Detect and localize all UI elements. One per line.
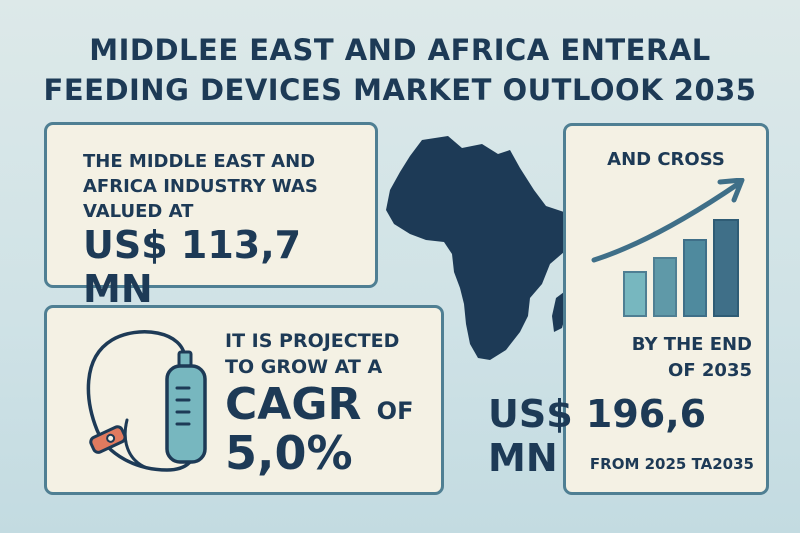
cagr-line-2: TO GROW AT A [225,356,383,378]
period-range: FROM 2025 TA2035 [589,455,754,473]
cagr-of: OF [376,397,414,425]
cagr-line-1: IT IS PROJECTED [225,330,400,352]
base-value: US$ 113,7 MN [83,223,302,311]
cagr-label: CAGR OF [225,380,413,436]
growth-chart-icon [591,178,745,317]
projected-value: US$ 196,6 MN [488,392,707,480]
cagr-card: IT IS PROJECTED TO GROW AT A CAGR OF 5,0… [44,305,444,495]
valued-description: THE MIDDLE EAST AND AFRICA INDUSTRY WAS … [83,149,318,224]
title-line-1: MIDDLEE EAST AND AFRICA ENTERAL [89,33,711,67]
valued-line-3: VALUED AT [83,201,194,222]
africa-map-icon [386,136,580,360]
end-line-2: OF 2035 [668,360,752,381]
feeding-bag-icon [86,330,207,472]
title-line-2: FEEDING DEVICES MARKET OUTLOOK 2035 [43,73,757,107]
end-line-1: BY THE END [631,334,752,355]
valued-card: THE MIDDLE EAST AND AFRICA INDUSTRY WAS … [44,122,378,311]
page-title: MIDDLEE EAST AND AFRICA ENTERAL FEEDING … [0,30,800,110]
cross-label: AND CROSS [607,149,725,170]
cagr-description: IT IS PROJECTED TO GROW AT A [225,328,399,380]
valued-line-1: THE MIDDLE EAST AND [83,151,316,172]
outlook-card: AND CROSS BY THE END OF 2035 FROM 2025 T… [563,123,769,495]
valued-line-2: AFRICA INDUSTRY WAS [83,176,318,197]
cagr-rate: 5,0% [225,426,353,480]
cagr-word: CAGR [225,379,362,430]
end-of-period: BY THE END OF 2035 [632,332,752,384]
